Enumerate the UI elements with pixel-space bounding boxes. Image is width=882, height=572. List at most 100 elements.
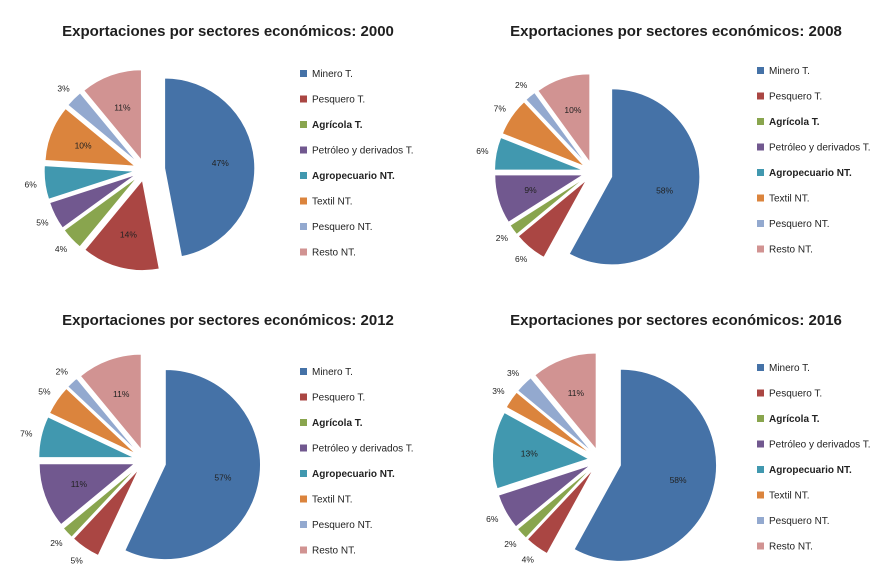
legend-label-2016-pesquero-t: Pesquero T. bbox=[769, 389, 822, 400]
legend-swatch-2000-petroleo-y-derivados-t bbox=[300, 146, 307, 154]
slice-2012-agropecuario-nt bbox=[38, 416, 135, 458]
legend-2012: Minero T. Pesquero T. Agrícola T. Petróleo … bbox=[300, 367, 414, 557]
legend-swatch-2000-minero-t bbox=[300, 70, 307, 77]
data-label-2000-textil-nt: 10% bbox=[75, 141, 92, 151]
chart-2000: Exportaciones por sectores económicos: 2… bbox=[25, 23, 414, 271]
slice-2008-minero-t bbox=[568, 88, 701, 266]
slice-2008-agropecuario-nt bbox=[494, 137, 583, 171]
legend-label-2016-pesquero-nt: Pesquero NT. bbox=[769, 516, 830, 527]
slice-2016-resto-nt bbox=[534, 352, 597, 451]
slice-2012-textil-nt bbox=[49, 387, 136, 454]
legend-swatch-2016-agricola-t bbox=[757, 415, 764, 422]
legend-2016: Minero T. Pesquero T. Agrícola T. Petróleo … bbox=[757, 363, 871, 553]
slice-2008-textil-nt bbox=[501, 101, 585, 167]
legend-swatch-2016-agropecuario-nt bbox=[757, 466, 764, 473]
legend-label-2012-agropecuario-nt: Agropecuario NT. bbox=[312, 469, 395, 480]
legend-swatch-2012-petroleo-y-derivados-t bbox=[300, 444, 307, 452]
data-label-2000-pesquero-nt: 3% bbox=[57, 84, 70, 94]
legend-swatch-2012-agricola-t bbox=[300, 419, 307, 426]
legend-swatch-2008-minero-t bbox=[757, 67, 764, 74]
legend-label-2008-agricola-t: Agrícola T. bbox=[769, 117, 820, 128]
data-label-2016-agricola-t: 2% bbox=[504, 539, 517, 549]
data-label-2012-minero-t: 57% bbox=[214, 472, 231, 482]
data-label-2008-textil-nt: 7% bbox=[494, 104, 507, 114]
legend-swatch-2000-agropecuario-nt bbox=[300, 172, 307, 179]
legend-swatch-2008-pesquero-nt bbox=[757, 220, 764, 227]
data-label-2000-petroleo-y-derivados-t: 5% bbox=[36, 217, 49, 227]
data-label-2016-pesquero-nt: 3% bbox=[507, 368, 520, 378]
slice-2000-agricola-t bbox=[63, 177, 138, 248]
slice-2012-petroleo-y-derivados-t bbox=[38, 463, 136, 525]
legend-swatch-2012-resto-nt bbox=[300, 546, 307, 554]
data-label-2008-agropecuario-nt: 6% bbox=[476, 146, 489, 156]
legend-swatch-2016-resto-nt bbox=[757, 542, 764, 550]
slice-2008-agricola-t bbox=[509, 177, 585, 235]
slice-2016-textil-nt bbox=[505, 391, 591, 454]
chart-2016: Exportaciones por sectores económicos: 2… bbox=[486, 312, 870, 564]
slice-2012-minero-t bbox=[124, 369, 261, 560]
legend-label-2000-pesquero-nt: Pesquero NT. bbox=[312, 222, 373, 233]
legend-swatch-2008-pesquero-t bbox=[757, 92, 764, 100]
data-label-2012-textil-nt: 5% bbox=[38, 387, 51, 397]
slice-2000-petroleo-y-derivados-t bbox=[49, 174, 136, 229]
data-label-2008-pesquero-t: 6% bbox=[515, 254, 528, 264]
chart-title-2008: Exportaciones por sectores económicos: 2… bbox=[510, 23, 842, 40]
legend-label-2012-minero-t: Minero T. bbox=[312, 367, 353, 378]
data-label-2008-resto-nt: 10% bbox=[564, 105, 581, 115]
data-label-2000-agropecuario-nt: 6% bbox=[25, 179, 38, 189]
legend-label-2016-textil-nt: Textil NT. bbox=[769, 491, 810, 502]
pie-2008: 58% 6% 2% 9% 6% 7% 2% 10% bbox=[476, 73, 701, 266]
data-label-2008-pesquero-nt: 2% bbox=[515, 80, 528, 90]
legend-label-2012-agricola-t: Agrícola T. bbox=[312, 418, 363, 429]
legend-swatch-2016-minero-t bbox=[757, 364, 764, 371]
data-label-2000-minero-t: 47% bbox=[212, 158, 229, 168]
slice-2000-pesquero-t bbox=[84, 179, 160, 271]
slice-2016-pesquero-t bbox=[526, 469, 594, 554]
legend-swatch-2008-petroleo-y-derivados-t bbox=[757, 143, 764, 151]
legend-swatch-2008-agricola-t bbox=[757, 118, 764, 125]
pie-2012: 57% 5% 2% 11% 7% 5% 2% 11% bbox=[20, 353, 261, 566]
legend-label-2000-agropecuario-nt: Agropecuario NT. bbox=[312, 171, 395, 182]
data-label-2016-petroleo-y-derivados-t: 6% bbox=[486, 514, 499, 524]
legend-swatch-2016-pesquero-t bbox=[757, 389, 764, 397]
slice-2012-pesquero-t bbox=[72, 469, 139, 556]
legend-label-2000-resto-nt: Resto NT. bbox=[312, 248, 356, 259]
slice-2008-petroleo-y-derivados-t bbox=[494, 174, 585, 223]
data-label-2012-resto-nt: 11% bbox=[113, 389, 130, 399]
slice-2016-pesquero-nt bbox=[517, 377, 593, 453]
legend-label-2016-resto-nt: Resto NT. bbox=[769, 542, 813, 553]
legend-swatch-2008-textil-nt bbox=[757, 194, 764, 202]
legend-swatch-2008-resto-nt bbox=[757, 245, 764, 253]
legend-label-2008-agropecuario-nt: Agropecuario NT. bbox=[769, 168, 852, 179]
pie-2016: 58% 4% 2% 6% 13% 3%3% 11% bbox=[486, 352, 717, 564]
data-label-2012-agropecuario-nt: 7% bbox=[20, 429, 33, 439]
data-label-2000-resto-nt: 11% bbox=[114, 102, 131, 112]
data-label-2012-pesquero-t: 5% bbox=[71, 556, 84, 566]
data-label-2016-minero-t: 58% bbox=[670, 475, 687, 485]
chart-title-2012: Exportaciones por sectores económicos: 2… bbox=[62, 312, 394, 329]
legend-label-2016-agricola-t: Agrícola T. bbox=[769, 414, 820, 425]
legend-label-2008-pesquero-t: Pesquero T. bbox=[769, 92, 822, 103]
legend-swatch-2012-textil-nt bbox=[300, 495, 307, 503]
data-label-2008-petroleo-y-derivados-t: 9% bbox=[524, 185, 537, 195]
legend-label-2008-minero-t: Minero T. bbox=[769, 66, 810, 77]
data-label-2000-agricola-t: 4% bbox=[55, 244, 68, 254]
legend-label-2012-petroleo-y-derivados-t: Petróleo y derivados T. bbox=[312, 444, 414, 455]
legend-label-2012-resto-nt: Resto NT. bbox=[312, 546, 356, 557]
slice-2000-resto-nt bbox=[83, 69, 142, 161]
legend-label-2012-pesquero-t: Pesquero T. bbox=[312, 393, 365, 404]
chart-title-2000: Exportaciones por sectores económicos: 2… bbox=[62, 23, 394, 40]
legend-label-2008-textil-nt: Textil NT. bbox=[769, 194, 810, 205]
slice-2000-agropecuario-nt bbox=[43, 165, 135, 200]
legend-label-2000-minero-t: Minero T. bbox=[312, 69, 353, 80]
legend-label-2012-pesquero-nt: Pesquero NT. bbox=[312, 520, 373, 531]
chart-2012: Exportaciones por sectores económicos: 2… bbox=[20, 312, 413, 566]
slice-2008-pesquero-t bbox=[517, 179, 587, 258]
legend-label-2016-agropecuario-nt: Agropecuario NT. bbox=[769, 465, 852, 476]
legend-swatch-2000-agricola-t bbox=[300, 121, 307, 128]
slice-2012-pesquero-nt bbox=[67, 377, 138, 452]
slice-2012-agricola-t bbox=[62, 467, 137, 538]
legend-swatch-2008-agropecuario-nt bbox=[757, 169, 764, 176]
legend-swatch-2016-textil-nt bbox=[757, 491, 764, 499]
data-label-2012-petroleo-y-derivados-t: 11% bbox=[71, 479, 88, 489]
